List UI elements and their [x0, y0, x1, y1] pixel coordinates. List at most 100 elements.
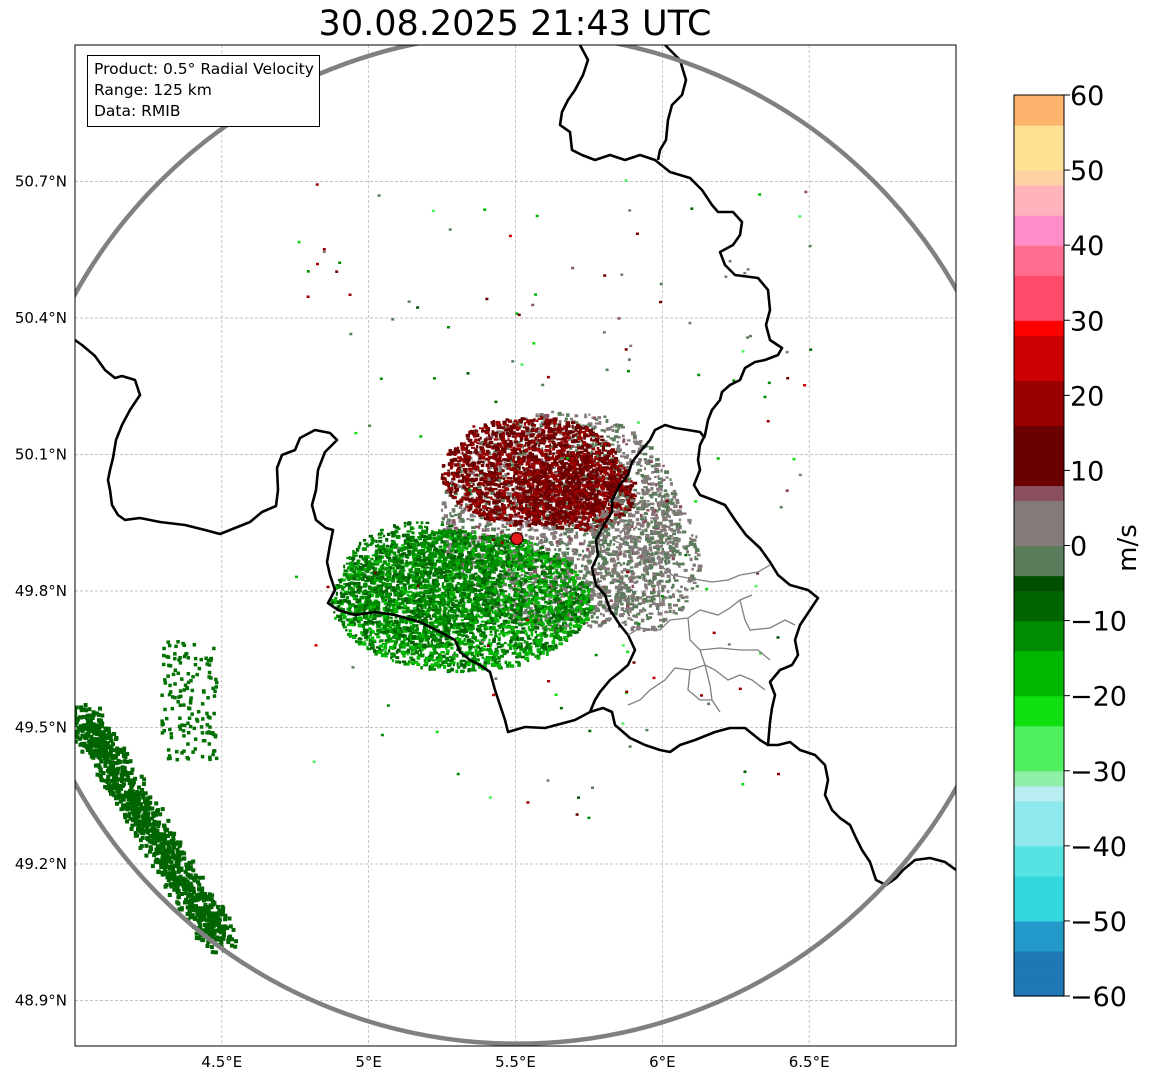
colorbar-swatch — [1014, 845, 1064, 862]
x-tick-label: 5°E — [355, 1053, 382, 1071]
colorbar-swatch — [1014, 260, 1064, 276]
product-label: Product: 0.5° Radial Velocity — [94, 60, 314, 78]
colorbar-swatch — [1014, 470, 1064, 487]
y-tick-label: 48.9°N — [15, 992, 67, 1010]
colorbar-swatch — [1014, 305, 1064, 321]
colorbar-swatch — [1014, 725, 1064, 742]
colorbar-swatch — [1014, 635, 1064, 652]
colorbar-swatch — [1014, 980, 1064, 997]
colorbar-tick-label: 40 — [1070, 231, 1104, 262]
colorbar-swatch — [1014, 200, 1064, 216]
x-tick-label: 5.5°E — [495, 1053, 536, 1071]
colorbar-swatch — [1014, 755, 1064, 772]
colorbar-swatch — [1014, 785, 1064, 802]
colorbar-swatch — [1014, 350, 1064, 366]
radar-site-marker — [510, 532, 524, 546]
colorbar-swatch — [1014, 575, 1064, 592]
info-box: Product: 0.5° Radial Velocity Range: 125… — [87, 55, 320, 127]
colorbar-swatch — [1014, 485, 1064, 502]
colorbar-swatch — [1014, 365, 1064, 381]
colorbar-swatch — [1014, 230, 1064, 246]
border-east — [558, 45, 820, 746]
colorbar-swatch — [1014, 455, 1064, 472]
colorbar-swatch — [1014, 245, 1064, 261]
axes-frame — [74, 44, 957, 1047]
colorbar-swatch — [1014, 440, 1064, 456]
country-borders — [75, 338, 956, 887]
colorbar-tick-label: 30 — [1070, 306, 1104, 337]
colorbar-swatch — [1014, 320, 1064, 336]
colorbar-swatch — [1014, 890, 1064, 907]
colorbar-swatch — [1014, 545, 1064, 562]
colorbar-swatch — [1014, 905, 1064, 922]
colorbar-swatch — [1014, 860, 1064, 877]
y-tick-label: 50.4°N — [15, 309, 67, 327]
colorbar-tick-label: −20 — [1070, 682, 1127, 713]
colorbar-swatch — [1014, 530, 1064, 547]
colorbar-swatch — [1014, 695, 1064, 712]
colorbar-tick-label: −60 — [1070, 982, 1127, 1013]
colorbar-swatch — [1014, 155, 1064, 171]
x-tick-label: 4.5°E — [201, 1053, 242, 1071]
y-tick-label: 49.2°N — [15, 855, 67, 873]
colorbar-swatch — [1014, 335, 1064, 351]
colorbar-swatch — [1014, 515, 1064, 532]
colorbar-swatch — [1014, 680, 1064, 697]
colorbar-swatch — [1014, 425, 1064, 441]
y-tick-label: 50.7°N — [15, 173, 67, 191]
colorbar-swatch — [1014, 110, 1064, 126]
y-tick-label: 49.5°N — [15, 719, 67, 737]
colorbar-swatch — [1014, 185, 1064, 201]
colorbar-swatch — [1014, 590, 1064, 607]
x-axis-ticks: 4.5°E 5°E 5.5°E 6°E 6.5°E — [201, 1053, 829, 1071]
y-tick-label: 49.8°N — [15, 582, 67, 600]
colorbar-tick-label: 60 — [1070, 81, 1104, 112]
colorbar-swatch — [1014, 500, 1064, 517]
colorbar-swatch — [1014, 275, 1064, 291]
colorbar-swatch — [1014, 410, 1064, 426]
colorbar-swatch — [1014, 740, 1064, 757]
colorbar-swatch — [1014, 560, 1064, 577]
colorbar-swatch — [1014, 170, 1064, 186]
colorbar-swatch — [1014, 800, 1064, 817]
x-tick-label: 6°E — [649, 1053, 676, 1071]
colorbar-tick-label: −10 — [1070, 607, 1127, 638]
colorbar-tick-label: 50 — [1070, 156, 1104, 187]
colorbar-swatch — [1014, 140, 1064, 156]
colorbar-tick-label: 10 — [1070, 456, 1104, 487]
range-ring — [75, 45, 956, 1046]
colorbar-swatch — [1014, 620, 1064, 637]
border-lux-west — [588, 423, 706, 713]
colorbar-swatch — [1014, 605, 1064, 622]
colorbar: 60 50 40 30 20 10 0 −10 −20 −30 −40 −50 −60 — [1013, 81, 1127, 1013]
colorbar-swatch — [1014, 380, 1064, 396]
colorbar-swatch — [1014, 395, 1064, 411]
colorbar-swatch — [1014, 875, 1064, 892]
colorbar-tick-label: −40 — [1070, 832, 1127, 863]
colorbar-tick-label: −50 — [1070, 907, 1127, 938]
colorbar-tick-label: −30 — [1070, 757, 1127, 788]
colorbar-swatch — [1014, 215, 1064, 231]
colorbar-swatch — [1014, 815, 1064, 832]
radar-echoes — [75, 179, 813, 955]
x-tick-label: 6.5°E — [789, 1053, 830, 1071]
colorbar-swatch — [1014, 950, 1064, 967]
y-axis-ticks: 48.9°N 49.2°N 49.5°N 49.8°N 50.1°N 50.4°N 50.7… — [15, 173, 67, 1010]
border-top — [656, 45, 688, 161]
colorbar-swatch — [1014, 935, 1064, 952]
data-source-label: Data: RMIB — [94, 102, 181, 120]
page-title: 30.08.2025 21:43 UTC — [318, 4, 712, 44]
colorbar-swatch — [1014, 665, 1064, 682]
colorbar-swatch — [1014, 770, 1064, 787]
range-label: Range: 125 km — [94, 81, 212, 99]
colorbar-swatch — [1014, 920, 1064, 937]
colorbar-swatch — [1014, 290, 1064, 306]
colorbar-label: m/s — [1113, 524, 1143, 572]
colorbar-swatch — [1014, 965, 1064, 982]
colorbar-swatch — [1014, 650, 1064, 667]
province-lines — [611, 539, 796, 713]
y-tick-label: 50.1°N — [15, 446, 67, 464]
colorbar-swatch — [1014, 710, 1064, 727]
